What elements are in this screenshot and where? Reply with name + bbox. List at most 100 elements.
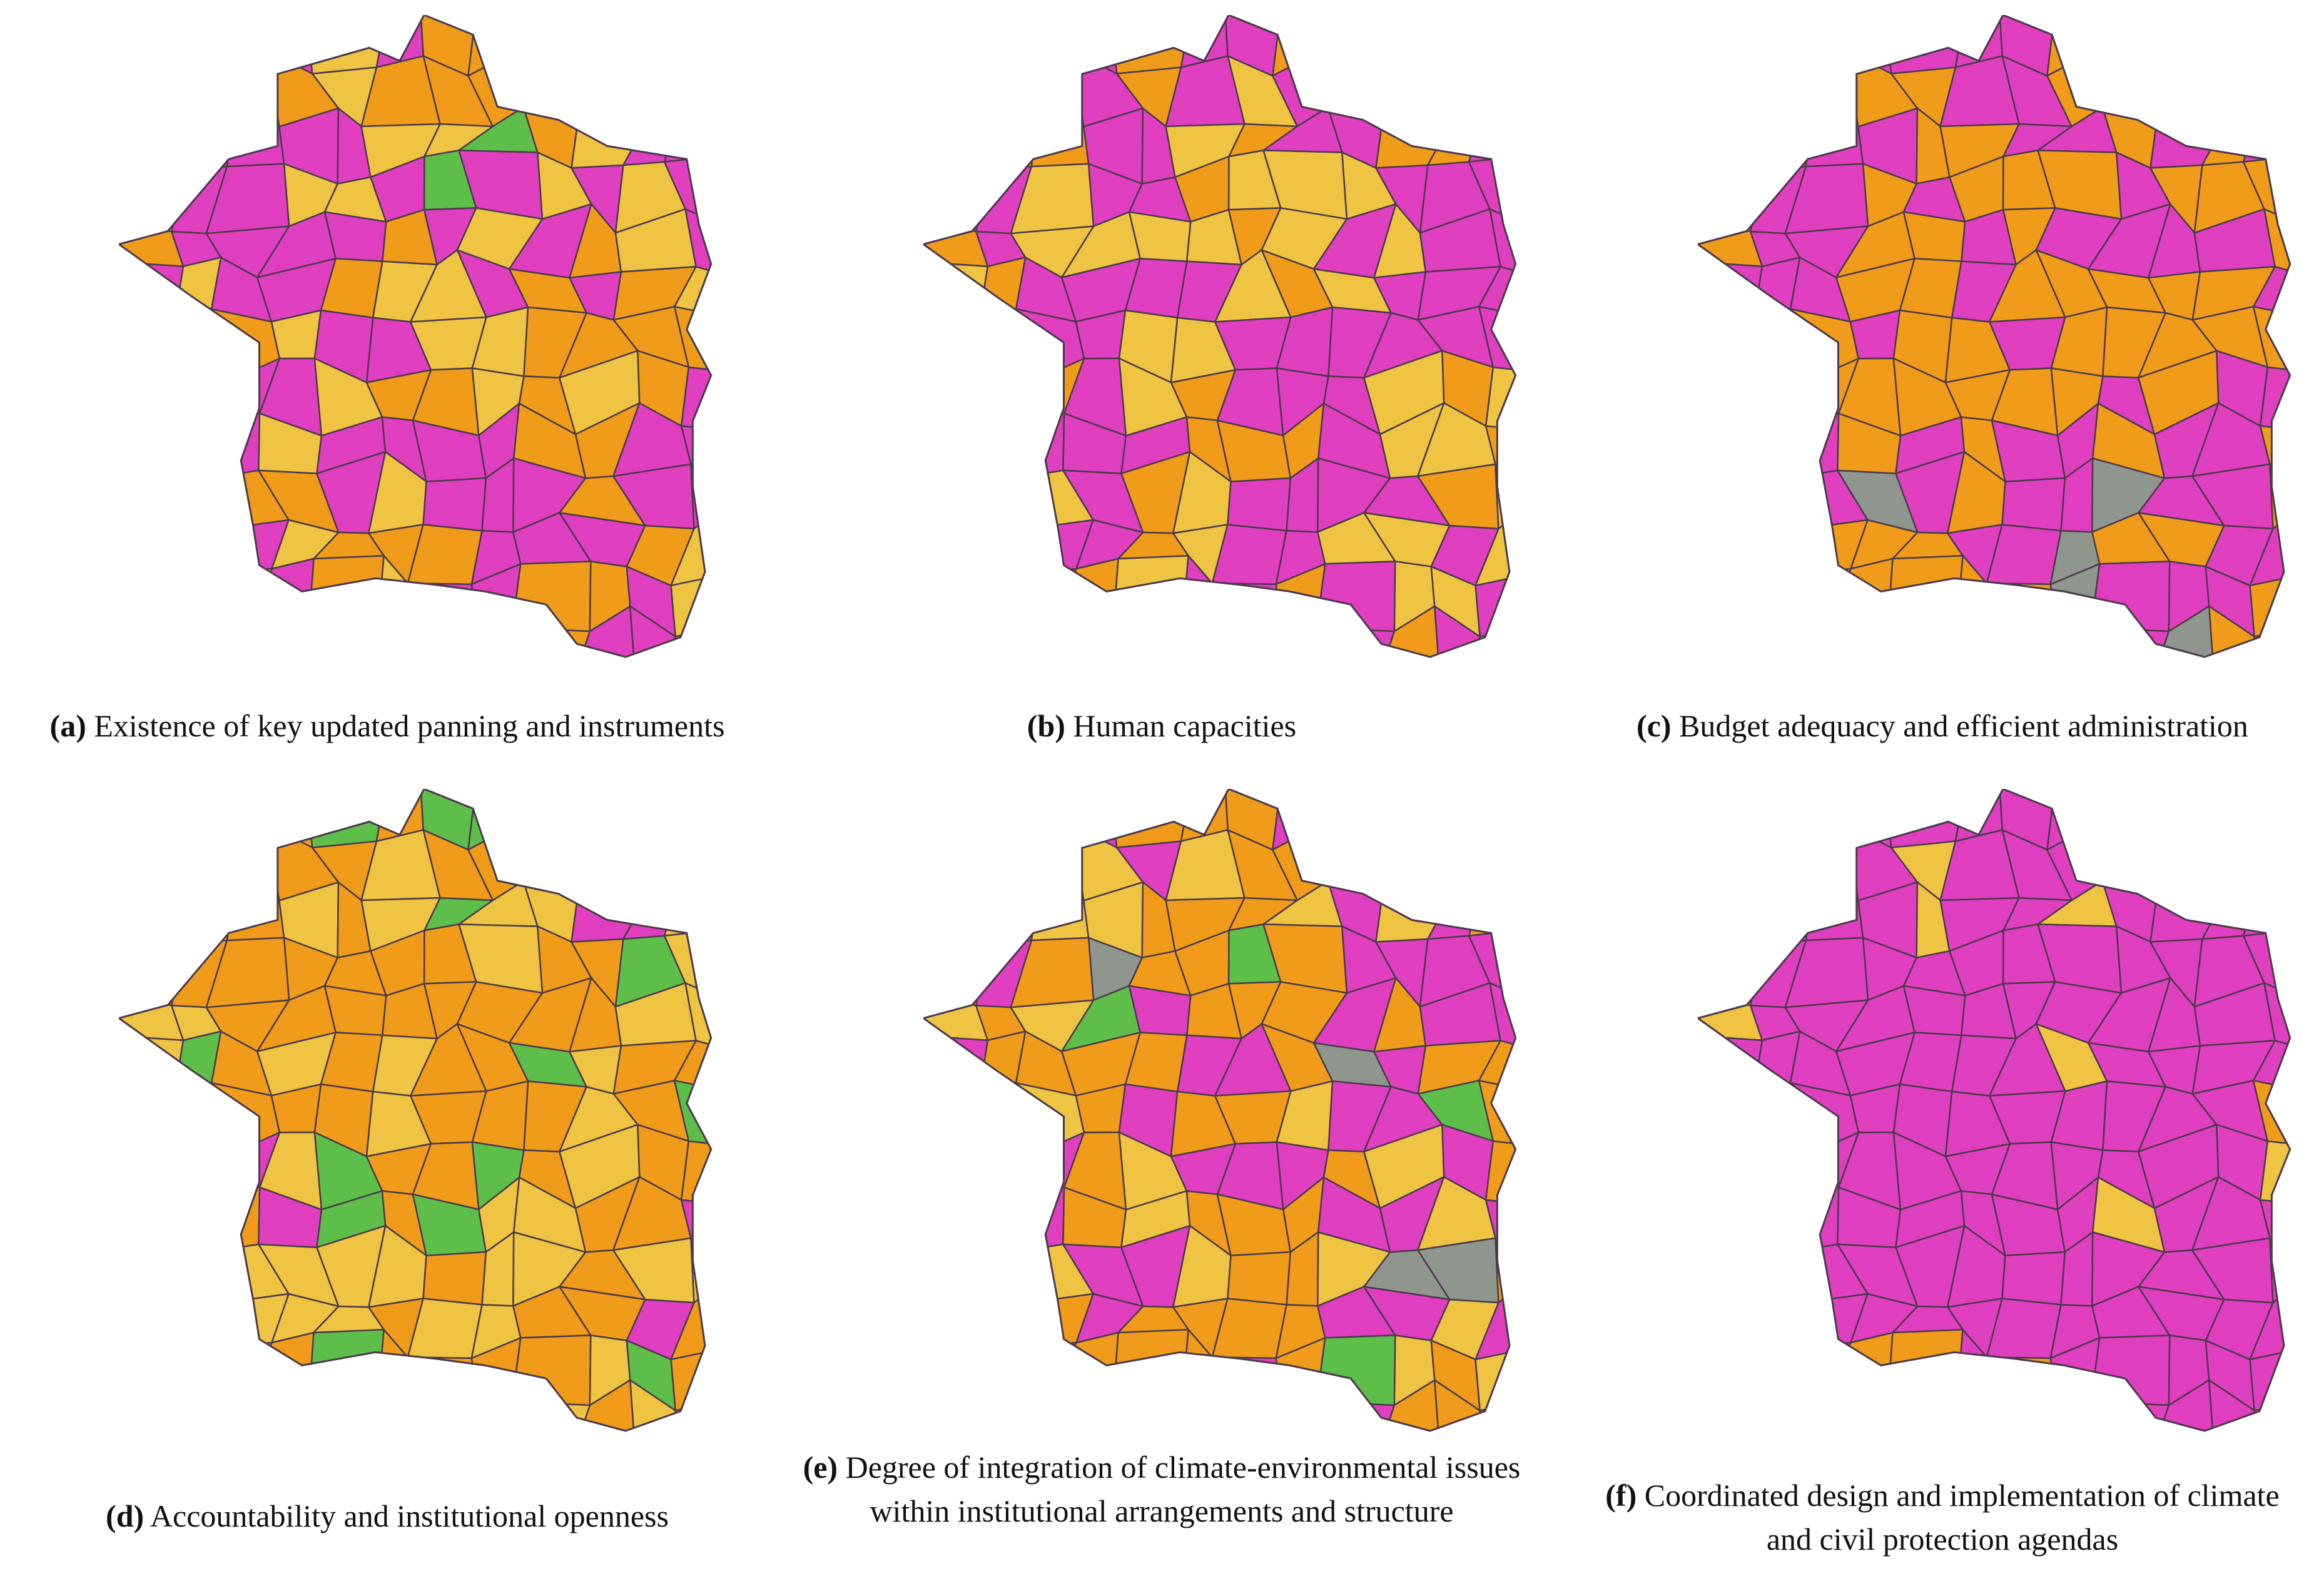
map (119, 15, 713, 658)
municipality (119, 605, 180, 658)
municipality (119, 60, 188, 121)
municipality (1062, 605, 1124, 658)
municipality (1476, 49, 1516, 131)
municipality (2090, 1334, 2171, 1406)
municipality (923, 1379, 984, 1431)
municipality (579, 60, 646, 130)
municipality (2001, 477, 2066, 532)
municipality (220, 567, 273, 607)
municipality (575, 15, 621, 74)
municipality (155, 59, 236, 111)
municipality (1227, 1251, 1292, 1306)
municipality (2002, 1388, 2059, 1431)
municipality (1884, 15, 1966, 75)
municipality (1742, 408, 1815, 475)
municipality (510, 627, 591, 658)
municipality (1748, 1324, 1806, 1400)
caption-label: (f) (1605, 1478, 1637, 1513)
municipality (1413, 60, 1498, 130)
municipality (1698, 503, 1750, 553)
municipality (923, 789, 963, 848)
municipality (2259, 366, 2290, 432)
map (1698, 15, 2291, 658)
municipality (923, 1324, 977, 1400)
caption: (a) Existence of key updated panning and… (28, 704, 747, 748)
municipality (158, 1230, 236, 1304)
municipality (165, 1082, 234, 1155)
municipality (1068, 15, 1118, 75)
municipality (1737, 456, 1815, 531)
municipality (1316, 1334, 1396, 1406)
municipality (1312, 53, 1386, 108)
municipality (1698, 882, 1766, 947)
municipality (422, 1251, 487, 1306)
municipality (609, 789, 694, 841)
municipality (1799, 567, 1852, 607)
map (923, 15, 1517, 658)
municipality (2086, 15, 2159, 74)
municipality (680, 1140, 711, 1206)
municipality (609, 60, 694, 130)
municipality (1112, 1328, 1190, 1406)
municipality (2090, 561, 2171, 633)
municipality (1985, 582, 2059, 637)
municipality (1315, 627, 1396, 658)
municipality (973, 1324, 1032, 1400)
municipality (1281, 1401, 1332, 1431)
municipality (477, 627, 527, 658)
municipality (1737, 502, 1802, 574)
municipality (1698, 354, 1762, 437)
municipality (663, 870, 711, 937)
municipality (2242, 870, 2290, 937)
municipality (1476, 823, 1516, 905)
municipality (2188, 834, 2273, 904)
municipality (1698, 305, 1755, 384)
municipality (1312, 15, 1385, 74)
municipality (1698, 60, 1767, 121)
municipality (1698, 1230, 1745, 1294)
caption-text: Human capacities (1065, 708, 1297, 743)
municipality (1183, 601, 1234, 658)
municipality (975, 1378, 1032, 1431)
municipality (923, 605, 984, 658)
municipality (1763, 98, 1815, 169)
municipality (1985, 1356, 2059, 1411)
municipality (1698, 1324, 1752, 1400)
municipality (2002, 614, 2059, 658)
municipality (263, 789, 313, 849)
municipality (1886, 554, 1964, 633)
municipality (119, 108, 187, 173)
municipality (263, 15, 313, 75)
municipality (165, 308, 234, 381)
map-outline (1698, 789, 2291, 1432)
caption: (c) Budget adequacy and efficient admini… (1583, 704, 2302, 748)
municipality (1842, 789, 1892, 849)
municipality (962, 456, 1041, 531)
municipality (973, 550, 1032, 626)
municipality (667, 789, 711, 841)
municipality (1836, 1379, 1898, 1431)
municipality (1698, 261, 1763, 318)
map (1698, 789, 2291, 1432)
municipality (2188, 60, 2273, 130)
municipality (1029, 604, 1069, 658)
municipality (151, 15, 225, 78)
municipality (165, 1128, 236, 1210)
municipality (2089, 627, 2170, 658)
caption-text: Existence of key updated panning and ins… (86, 708, 725, 743)
caption-text: Coordinated design and implementation of… (1636, 1478, 2280, 1557)
municipality (663, 96, 711, 163)
municipality (2086, 789, 2159, 848)
municipality (1804, 604, 1844, 658)
municipality (1414, 15, 1498, 68)
municipality (1957, 1375, 2009, 1431)
municipality (962, 1276, 1027, 1348)
caption-label: (c) (1636, 708, 1672, 743)
municipality (955, 789, 1030, 852)
municipality (1379, 789, 1426, 848)
municipality (2251, 49, 2290, 131)
municipality (119, 1324, 173, 1400)
municipality (2246, 15, 2290, 68)
municipality (2056, 1401, 2106, 1431)
